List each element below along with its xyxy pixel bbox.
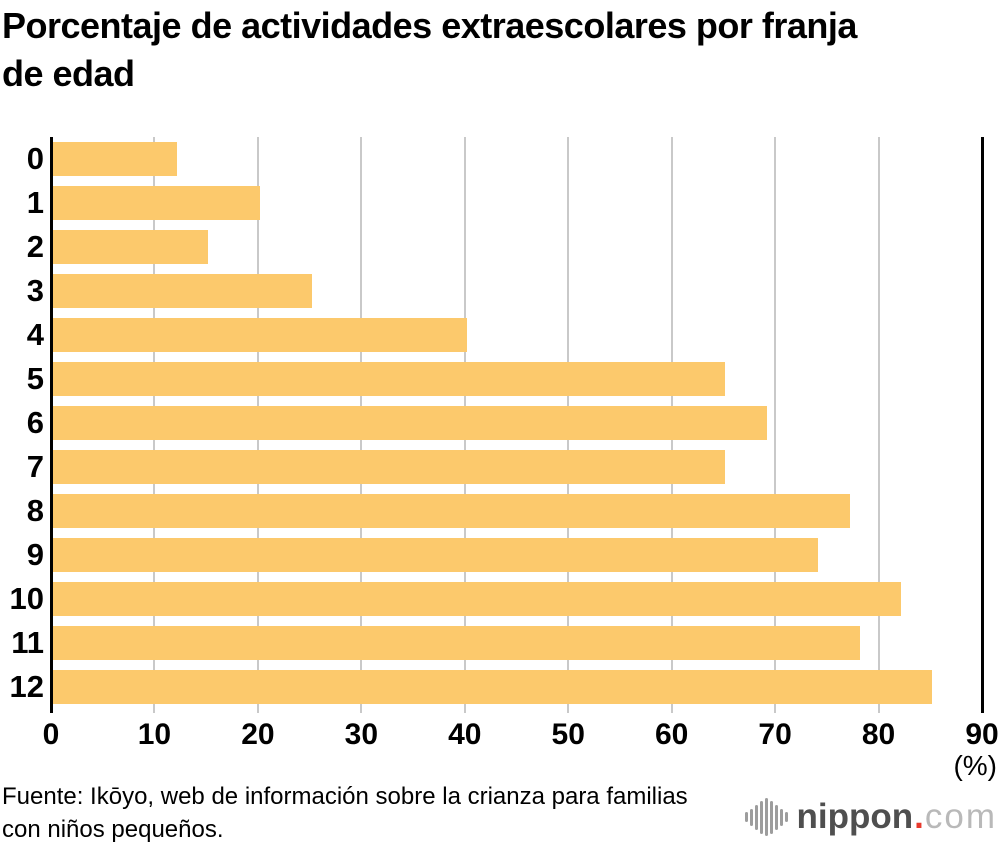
- chart-title-line-1: Porcentaje de actividades extraescolares…: [2, 5, 857, 46]
- x-axis-tick-label: 80: [861, 718, 896, 751]
- nippon-logo-text: nippon . com: [797, 797, 997, 837]
- x-axis-tick-label: 50: [551, 718, 585, 751]
- gridline-end: [981, 137, 984, 713]
- y-axis-label: 2: [26, 229, 44, 264]
- bar-row: 4: [27, 313, 982, 357]
- y-axis-label: 9: [26, 537, 44, 572]
- bar: [53, 362, 726, 396]
- bar-row: 5: [27, 357, 982, 401]
- bar-row: 3: [27, 269, 982, 313]
- y-axis-label: 6: [26, 405, 44, 440]
- bar-row: 1: [27, 181, 982, 225]
- y-axis-label: 0: [26, 141, 44, 176]
- bar: [53, 142, 178, 176]
- x-axis-tick-label: 30: [344, 718, 379, 751]
- nippon-logo: nippon . com: [744, 797, 997, 837]
- x-axis-tick-label: 40: [448, 718, 482, 751]
- wave-bar: [764, 798, 768, 836]
- plot-area: 0 1 2 3 4 5 6 7 8 9 10 11 12 0 10 20 30 40 50 60 70 80 90: [10, 137, 999, 751]
- bar-row: 7: [27, 445, 982, 489]
- bar-row: 9: [27, 533, 982, 577]
- bar: [53, 582, 902, 616]
- bar-row: 6: [27, 401, 982, 445]
- bar-rows: 0 1 2 3 4 5 6 7 8 9 10 11 12: [10, 137, 982, 709]
- source-note: Fuente: Ikōyo, web de información sobre …: [2, 780, 688, 842]
- logo-brand: nippon: [796, 797, 914, 836]
- bar: [53, 626, 860, 660]
- wave-bar: [779, 808, 783, 826]
- bar: [53, 670, 933, 704]
- x-axis-tick-label: 60: [654, 718, 689, 751]
- bar: [53, 450, 726, 484]
- y-axis-label: 5: [26, 361, 44, 396]
- bar: [53, 494, 850, 528]
- wave-bar: [784, 812, 788, 822]
- bar-row: 0: [27, 137, 982, 181]
- chart-title-line-2: de edad: [2, 53, 135, 94]
- wave-bar: [754, 804, 758, 830]
- bar-row: 11: [11, 621, 982, 665]
- gridline: [877, 137, 880, 713]
- wave-bar: [774, 804, 778, 830]
- source-note-line-2: con niños pequeños.: [2, 816, 224, 842]
- y-axis-label: 1: [26, 185, 44, 220]
- bar: [53, 406, 767, 440]
- y-axis-label: 7: [26, 449, 44, 484]
- bar: [53, 274, 312, 308]
- logo-tld: com: [924, 797, 997, 836]
- wave-bar: [749, 808, 753, 826]
- bar-row: 8: [27, 489, 982, 533]
- wave-bar: [759, 800, 763, 834]
- y-axis-label: 11: [11, 625, 44, 660]
- y-axis-label: 4: [26, 317, 44, 352]
- y-axis-label: 10: [9, 581, 44, 616]
- gridline: [774, 137, 777, 713]
- chart-title: Porcentaje de actividades extraescolares…: [2, 2, 857, 98]
- bar: [53, 538, 819, 572]
- bar-row: 2: [27, 225, 982, 269]
- wave-bar: [744, 812, 748, 822]
- wave-bar: [769, 800, 773, 834]
- source-note-line-1: Fuente: Ikōyo, web de información sobre …: [2, 783, 688, 810]
- y-axis-label: 12: [9, 669, 44, 704]
- x-axis-tick-label: 20: [241, 718, 275, 751]
- bar: [53, 318, 467, 352]
- x-axis-tick-label: 90: [965, 718, 999, 751]
- x-axis-tick-label: 0: [42, 718, 60, 751]
- y-axis-label: 8: [26, 493, 44, 528]
- sound-wave-icon: [744, 797, 788, 837]
- bar: [53, 230, 209, 264]
- bar-row: 10: [10, 577, 982, 621]
- axis-unit-label: (%): [953, 750, 997, 781]
- logo-dot: .: [914, 797, 924, 836]
- y-axis-line: [50, 137, 53, 713]
- x-axis-tick-label: 70: [758, 718, 792, 751]
- bar-row: 12: [10, 665, 982, 709]
- bar: [53, 186, 260, 220]
- y-axis-label: 3: [26, 273, 44, 308]
- x-axis-tick-label: 10: [137, 718, 172, 751]
